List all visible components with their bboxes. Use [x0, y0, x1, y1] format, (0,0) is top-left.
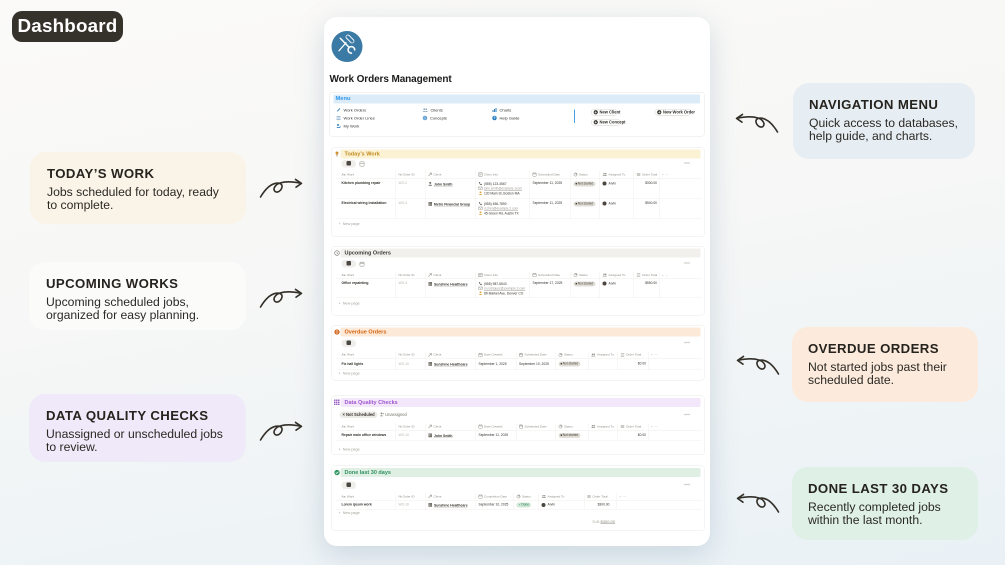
svg-text:?: ? [493, 116, 495, 120]
